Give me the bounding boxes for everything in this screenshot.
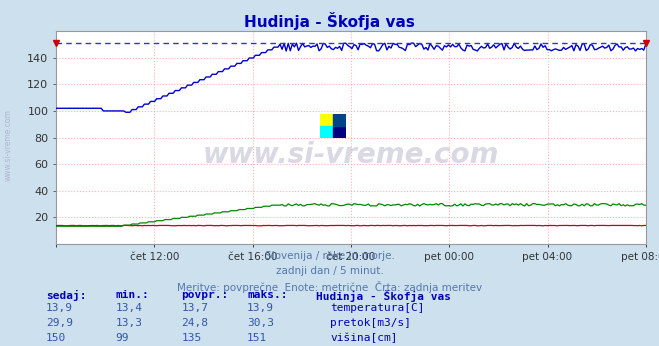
Text: min.:: min.: [115,290,149,300]
Text: temperatura[C]: temperatura[C] [330,303,424,313]
Text: www.si-vreme.com: www.si-vreme.com [3,109,13,181]
Text: 13,9: 13,9 [46,303,73,313]
Bar [320,114,333,126]
Text: 30,3: 30,3 [247,318,274,328]
Text: 13,9: 13,9 [247,303,274,313]
Text: sedaj:: sedaj: [46,290,86,301]
Bar [333,114,346,126]
Text: 13,4: 13,4 [115,303,142,313]
Text: Hudinja - Škofja vas: Hudinja - Škofja vas [316,290,451,302]
Text: www.si-vreme.com: www.si-vreme.com [203,140,499,169]
Text: 151: 151 [247,333,268,343]
Bar [320,126,333,138]
Text: pretok[m3/s]: pretok[m3/s] [330,318,411,328]
Text: 24,8: 24,8 [181,318,208,328]
Bar [333,126,346,138]
Text: zadnji dan / 5 minut.: zadnji dan / 5 minut. [275,266,384,276]
Text: povpr.:: povpr.: [181,290,229,300]
Text: 135: 135 [181,333,202,343]
Text: Meritve: povprečne  Enote: metrične  Črta: zadnja meritev: Meritve: povprečne Enote: metrične Črta:… [177,281,482,293]
Text: 13,7: 13,7 [181,303,208,313]
Text: 29,9: 29,9 [46,318,73,328]
Text: 150: 150 [46,333,67,343]
Text: Slovenija / reke in morje.: Slovenija / reke in morje. [264,251,395,261]
Text: 99: 99 [115,333,129,343]
Text: 13,3: 13,3 [115,318,142,328]
Text: višina[cm]: višina[cm] [330,333,397,343]
Text: Hudinja - Škofja vas: Hudinja - Škofja vas [244,12,415,30]
Text: maks.:: maks.: [247,290,287,300]
